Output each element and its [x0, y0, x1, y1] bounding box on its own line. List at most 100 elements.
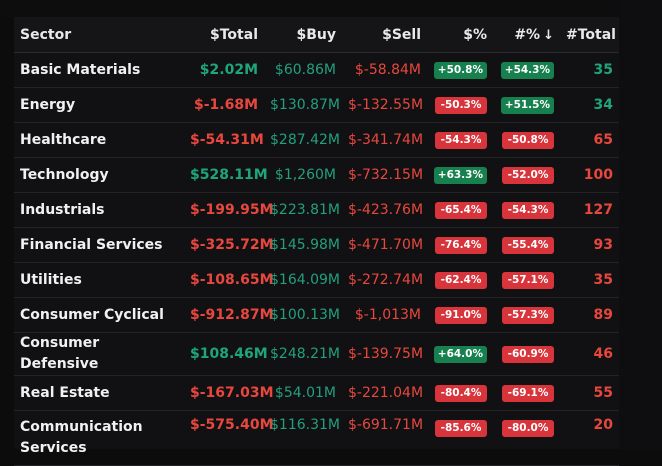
sector-name: Consumer Cyclical: [14, 297, 184, 333]
column-header-sector-label: Sector: [20, 26, 72, 43]
count-pct-badge: -50.8%: [502, 132, 554, 149]
dollar-pct-cell: -85.6%: [427, 410, 493, 466]
table-row[interactable]: Utilities $-108.65M $164.09M $-272.74M -62.4…: [14, 262, 619, 298]
buy-value: $164.09M: [264, 262, 342, 298]
column-header-sell-label: $Sell: [382, 26, 421, 43]
column-header-hash-total[interactable]: #Total: [560, 17, 619, 53]
count-pct-cell: +54.3%: [493, 52, 560, 88]
count-pct-badge: +54.3%: [500, 62, 554, 79]
total-count: 65: [560, 122, 619, 158]
count-pct-badge: -55.4%: [502, 237, 554, 254]
sell-value: $-139.75M: [342, 332, 427, 376]
dollar-pct-cell: +63.3%: [427, 157, 493, 193]
buy-value: $145.98M: [264, 227, 342, 263]
sector-name: Energy: [14, 87, 184, 123]
table-row[interactable]: Consumer Cyclical $-912.87M $100.13M $-1,01…: [14, 297, 619, 333]
dollar-pct-cell: +50.8%: [427, 52, 493, 88]
dollar-pct-badge: +63.3%: [433, 167, 487, 184]
dollar-pct-badge: -91.0%: [435, 307, 487, 324]
table-row[interactable]: Healthcare $-54.31M $287.42M $-341.74M -54.3…: [14, 122, 619, 158]
total-value: $-108.65M: [184, 262, 274, 298]
count-pct-cell: -50.8%: [493, 122, 560, 158]
total-value: $-912.87M: [184, 297, 274, 333]
column-header-buy-label: $Buy: [296, 26, 336, 43]
sell-value: $-132.55M: [342, 87, 427, 123]
count-pct-cell: -60.9%: [493, 332, 560, 376]
table-row[interactable]: Real Estate $-167.03M $54.01M $-221.04M -80.…: [14, 375, 619, 411]
column-header-hash-pct[interactable]: #% ↓: [493, 17, 560, 53]
count-pct-cell: -52.0%: [493, 157, 560, 193]
sector-name: Basic Materials: [14, 52, 184, 88]
count-pct-cell: -69.1%: [493, 375, 560, 411]
total-value: $-325.72M: [184, 227, 274, 263]
total-value: $-54.31M: [184, 122, 264, 158]
dollar-pct-badge: +64.0%: [433, 346, 487, 363]
buy-value: $1,260M: [264, 157, 342, 193]
table-row[interactable]: Energy $-1.68M $130.87M $-132.55M -50.3% +51.…: [14, 87, 619, 123]
total-value: $2.02M: [184, 52, 264, 88]
buy-value: $248.21M: [264, 332, 342, 376]
dollar-pct-badge: -76.4%: [435, 237, 487, 254]
buy-value: $223.81M: [264, 192, 342, 228]
column-header-hash-pct-label: #%: [514, 26, 541, 43]
table-row[interactable]: Consumer Defensive $108.46M $248.21M $-139.…: [14, 332, 619, 376]
dollar-pct-badge: -54.3%: [435, 132, 487, 149]
column-header-pct-label: $%: [463, 26, 487, 43]
column-header-buy[interactable]: $Buy: [264, 17, 342, 53]
total-value: $-199.95M: [184, 192, 274, 228]
table-row[interactable]: Financial Services $-325.72M $145.98M $-471…: [14, 227, 619, 263]
total-count: 100: [560, 157, 619, 193]
sector-name: Utilities: [14, 262, 184, 298]
count-pct-badge: -57.1%: [502, 272, 554, 289]
dollar-pct-badge: -80.4%: [435, 385, 487, 402]
column-header-sell[interactable]: $Sell: [342, 17, 427, 53]
dollar-pct-cell: -76.4%: [427, 227, 493, 263]
sector-name: Communication Services: [14, 410, 184, 466]
sell-value: $-1,013M: [342, 297, 427, 333]
table-row[interactable]: Communication Services $-575.40M $116.31M $…: [14, 410, 619, 466]
sell-value: $-732.15M: [342, 157, 427, 193]
total-count: 127: [560, 192, 619, 228]
dollar-pct-cell: -91.0%: [427, 297, 493, 333]
count-pct-cell: +51.5%: [493, 87, 560, 123]
sell-value: $-423.76M: [342, 192, 427, 228]
total-value: $-1.68M: [184, 87, 264, 123]
count-pct-badge: -69.1%: [502, 385, 554, 402]
dollar-pct-badge: -50.3%: [435, 97, 487, 114]
sector-table: Sector $Total $Buy $Sell $% #% ↓ #Total B…: [14, 17, 619, 466]
sector-name: Healthcare: [14, 122, 184, 158]
count-pct-cell: -57.3%: [493, 297, 560, 333]
count-pct-badge: +51.5%: [500, 97, 554, 114]
table-row[interactable]: Basic Materials $2.02M $60.86M $-58.84M +50.…: [14, 52, 619, 88]
dollar-pct-cell: -54.3%: [427, 122, 493, 158]
sector-name: Industrials: [14, 192, 184, 228]
sector-flow-panel: Sector $Total $Buy $Sell $% #% ↓ #Total B…: [14, 17, 619, 466]
column-header-total-label: $Total: [210, 26, 258, 43]
dollar-pct-badge: -85.6%: [435, 420, 487, 437]
count-pct-cell: -55.4%: [493, 227, 560, 263]
buy-value: $130.87M: [264, 87, 342, 123]
count-pct-cell: -80.0%: [493, 410, 560, 466]
dollar-pct-cell: -62.4%: [427, 262, 493, 298]
buy-value: $116.31M: [264, 410, 342, 466]
count-pct-cell: -57.1%: [493, 262, 560, 298]
count-pct-badge: -54.3%: [502, 202, 554, 219]
table-row[interactable]: Industrials $-199.95M $223.81M $-423.76M -65…: [14, 192, 619, 228]
dollar-pct-cell: -50.3%: [427, 87, 493, 123]
sector-name: Real Estate: [14, 375, 184, 411]
buy-value: $100.13M: [264, 297, 342, 333]
column-header-hash-total-label: #Total: [566, 26, 616, 43]
total-count: 89: [560, 297, 619, 333]
column-header-pct[interactable]: $%: [427, 17, 493, 53]
column-header-total[interactable]: $Total: [184, 17, 264, 53]
buy-value: $60.86M: [264, 52, 342, 88]
count-pct-badge: -60.9%: [502, 346, 554, 363]
column-header-sector[interactable]: Sector: [14, 17, 184, 53]
count-pct-badge: -57.3%: [502, 307, 554, 324]
table-row[interactable]: Technology $528.11M $1,260M $-732.15M +63.3%…: [14, 157, 619, 193]
count-pct-badge: -52.0%: [502, 167, 554, 184]
table-header-row: Sector $Total $Buy $Sell $% #% ↓ #Total: [14, 17, 619, 53]
dollar-pct-cell: -65.4%: [427, 192, 493, 228]
total-count: 35: [560, 52, 619, 88]
sector-name: Financial Services: [14, 227, 184, 263]
